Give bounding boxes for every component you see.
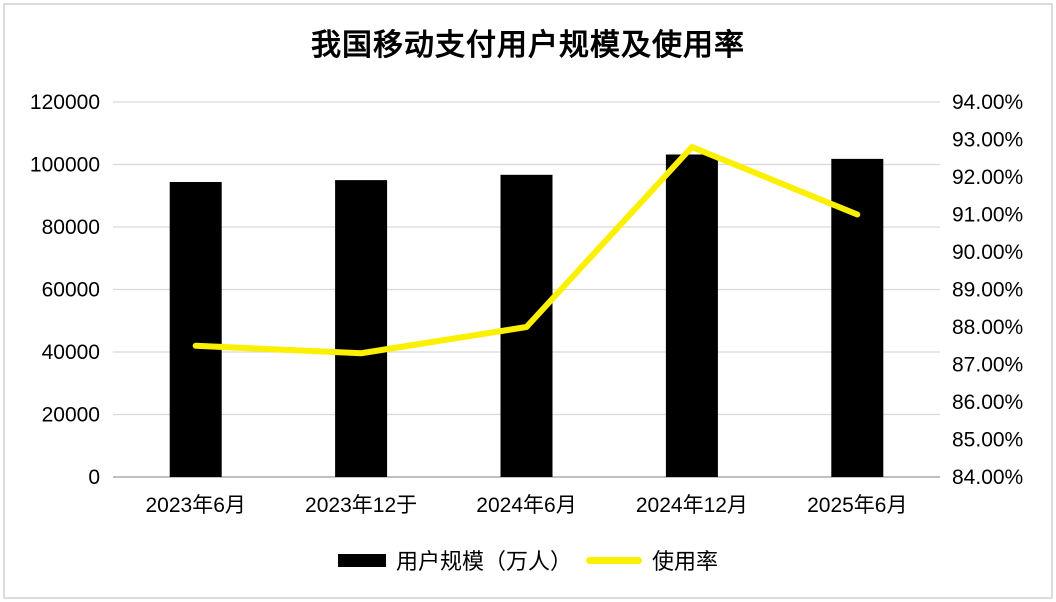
line-swatch [586,556,642,564]
left-axis-tick-label: 60000 [42,279,100,302]
x-axis-category-label: 2024年12月 [636,494,748,517]
bar-user-scale [335,180,388,477]
left-axis-tick-label: 0 [88,466,100,489]
left-axis-tick-label: 20000 [42,404,100,427]
usage-rate-line [192,144,861,357]
right-axis-tick-label: 91.00% [952,204,1023,227]
right-axis-tick-label: 88.00% [952,316,1023,339]
x-axis-category-label: 2023年12于 [305,494,417,517]
legend-item-usage-rate: 使用率 [586,544,718,576]
x-axis-category-label: 2025年6月 [807,494,907,517]
right-axis-tick-label: 90.00% [952,241,1023,264]
bar-swatch [337,553,386,567]
legend-label-usage-rate: 使用率 [652,549,719,574]
right-axis-tick-label: 92.00% [952,166,1023,189]
right-axis-tick-label: 86.00% [952,391,1023,414]
right-axis-tick-label: 93.00% [952,129,1023,152]
left-axis-tick-label: 80000 [42,216,100,239]
x-axis-category-label: 2024年6月 [476,494,576,517]
right-axis-tick-label: 94.00% [952,91,1023,114]
right-axis-tick-label: 84.00% [952,466,1023,489]
legend-item-user-scale: 用户规模（万人） [337,544,572,576]
left-axis-tick-label: 40000 [42,341,100,364]
legend: 用户规模（万人） 使用率 [0,544,1056,576]
legend-label-user-scale: 用户规模（万人） [395,549,572,574]
bar-user-scale [169,182,222,477]
left-axis-tick-label: 100000 [30,154,100,177]
x-axis-category-label: 2023年6月 [145,494,245,517]
bar-user-scale [665,154,718,477]
left-axis-tick-label: 120000 [30,91,100,114]
right-axis-tick-label: 85.00% [952,429,1023,452]
chart-title: 我国移动支付用户规模及使用率 [311,29,745,62]
right-axis-tick-label: 87.00% [952,354,1023,377]
right-axis-tick-label: 89.00% [952,279,1023,302]
